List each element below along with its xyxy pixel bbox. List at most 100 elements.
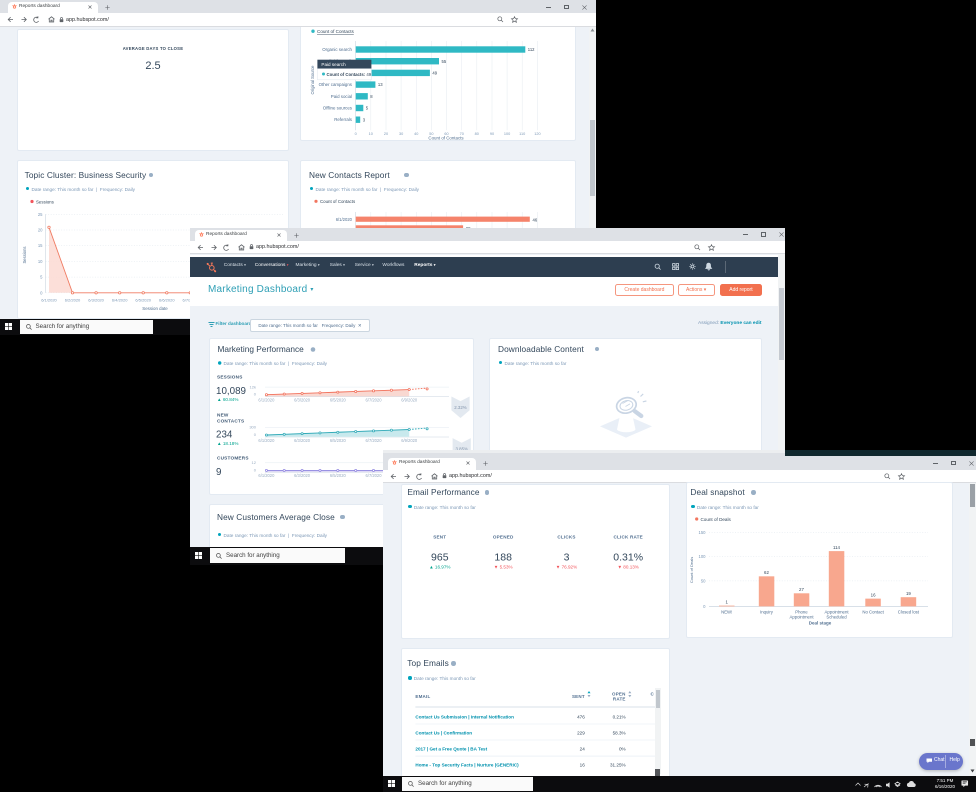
svg-text:90: 90 (490, 131, 494, 135)
svg-text:6/4/2020: 6/4/2020 (112, 298, 128, 303)
svg-text:0: 0 (253, 432, 256, 437)
svg-text:6/5/2020: 6/5/2020 (329, 397, 346, 402)
svg-text:CUSTOMERS: CUSTOMERS (217, 455, 249, 460)
svg-text:Count of Contacts: Count of Contacts (320, 199, 356, 204)
svg-text:Count of Contacts: Count of Contacts (428, 135, 464, 140)
svg-text:31.25%: 31.25% (610, 763, 626, 768)
svg-text:6/5/2020: 6/5/2020 (329, 437, 346, 442)
svg-text:10,089: 10,089 (216, 385, 246, 396)
svg-text:80: 80 (475, 131, 479, 135)
svg-text:100: 100 (698, 555, 706, 560)
svg-text:0: 0 (355, 131, 357, 135)
svg-text:6/7/2020: 6/7/2020 (365, 437, 382, 442)
svg-text:Original Source: Original Source (310, 64, 315, 94)
svg-text:50: 50 (429, 131, 433, 135)
svg-text:C: C (651, 692, 655, 697)
svg-text:Count of Deals: Count of Deals (689, 557, 694, 583)
svg-text:2.32%: 2.32% (454, 404, 467, 409)
svg-text:Deal stage: Deal stage (808, 621, 831, 626)
svg-text:100: 100 (504, 131, 510, 135)
svg-text:6/1/2020: 6/1/2020 (258, 473, 275, 478)
svg-text:60: 60 (444, 131, 448, 135)
svg-text:16: 16 (580, 763, 586, 768)
svg-text:229: 229 (577, 731, 585, 736)
svg-text:188: 188 (494, 552, 512, 564)
svg-text:Count of Contacts: 49: Count of Contacts: 49 (327, 71, 372, 76)
svg-text:5: 5 (366, 105, 369, 110)
svg-text:6/1/2020: 6/1/2020 (41, 298, 57, 303)
svg-text:114: 114 (833, 545, 841, 550)
svg-text:1: 1 (725, 600, 728, 605)
svg-text:120: 120 (534, 131, 540, 135)
svg-text:6/1/2020: 6/1/2020 (258, 397, 275, 402)
svg-text:Referrals: Referrals (334, 117, 353, 122)
svg-text:6/7/2020: 6/7/2020 (365, 473, 382, 478)
svg-text:6/2/2020: 6/2/2020 (65, 298, 81, 303)
svg-text:Organic search: Organic search (322, 47, 352, 52)
svg-text:6/5/2020: 6/5/2020 (329, 473, 346, 478)
svg-text:Contact Us Submission | Intern: Contact Us Submission | Internal Notific… (415, 714, 514, 719)
svg-text:Home - Top Security Facts | Nu: Home - Top Security Facts | Nurture (GEN… (415, 763, 519, 768)
svg-text:OPEN: OPEN (612, 692, 626, 697)
svg-text:▲ 60.84%: ▲ 60.84% (217, 397, 238, 402)
svg-text:6/3/2020: 6/3/2020 (294, 437, 311, 442)
svg-text:Appointment: Appointment (789, 615, 814, 620)
svg-text:110: 110 (519, 131, 525, 135)
svg-text:13: 13 (378, 82, 383, 87)
svg-text:Contact Us | Confirmation: Contact Us | Confirmation (415, 731, 472, 736)
svg-text:Phone: Phone (795, 610, 808, 615)
svg-text:24: 24 (580, 747, 586, 752)
svg-text:46: 46 (533, 218, 538, 223)
svg-text:SENT: SENT (433, 535, 446, 540)
svg-text:476: 476 (577, 714, 585, 719)
svg-text:16: 16 (870, 593, 875, 598)
svg-text:6/3/2020: 6/3/2020 (294, 397, 311, 402)
svg-text:55: 55 (442, 58, 447, 63)
svg-text:▼ 5.53%: ▼ 5.53% (494, 565, 513, 570)
svg-text:19: 19 (905, 591, 910, 596)
svg-text:15: 15 (38, 243, 43, 248)
svg-text:Other campaigns: Other campaigns (319, 82, 353, 87)
svg-text:▲ 18.18%: ▲ 18.18% (217, 440, 238, 445)
svg-text:Sessions: Sessions (22, 247, 27, 264)
svg-text:70: 70 (460, 131, 464, 135)
svg-text:3: 3 (363, 117, 366, 122)
svg-text:Count of Contacts: Count of Contacts (317, 29, 354, 34)
svg-text:Scheduled: Scheduled (826, 615, 847, 620)
svg-text:8: 8 (370, 93, 373, 98)
svg-text:6/6/2020: 6/6/2020 (159, 298, 175, 303)
svg-text:300: 300 (249, 424, 256, 429)
svg-text:SENT: SENT (572, 694, 585, 699)
svg-text:27: 27 (799, 587, 804, 592)
svg-text:25: 25 (38, 212, 43, 217)
svg-text:6/5/2020: 6/5/2020 (135, 298, 151, 303)
svg-text:10: 10 (369, 131, 373, 135)
svg-text:SESSIONS: SESSIONS (217, 374, 243, 379)
svg-text:EMAIL: EMAIL (415, 694, 430, 699)
svg-text:OPENED: OPENED (493, 535, 514, 540)
svg-text:▲ 16.97%: ▲ 16.97% (429, 565, 450, 570)
svg-text:40: 40 (414, 131, 418, 135)
svg-text:0: 0 (253, 467, 256, 472)
svg-text:0.31%: 0.31% (613, 552, 643, 564)
svg-text:Date range: This month so far: Date range: This month so far | Frequenc… (223, 360, 327, 365)
svg-text:Appointment: Appointment (824, 610, 849, 615)
svg-text:Closed lost: Closed lost (897, 610, 919, 615)
svg-text:5: 5 (40, 275, 43, 280)
svg-text:0: 0 (40, 290, 43, 295)
svg-text:6/7/2020: 6/7/2020 (365, 397, 382, 402)
svg-text:9: 9 (216, 466, 221, 477)
svg-text:NEW: NEW (217, 412, 229, 417)
svg-text:6/3/2020: 6/3/2020 (294, 473, 311, 478)
svg-text:6/9/2020: 6/9/2020 (401, 437, 418, 442)
svg-text:0: 0 (253, 391, 256, 396)
svg-text:6/1/2020: 6/1/2020 (258, 437, 275, 442)
svg-text:150: 150 (698, 530, 706, 535)
svg-text:12k: 12k (249, 384, 255, 389)
svg-text:RATE: RATE (613, 697, 626, 702)
svg-text:3.85%: 3.85% (455, 446, 468, 451)
svg-text:▼ 76.92%: ▼ 76.92% (556, 565, 577, 570)
svg-text:112: 112 (528, 47, 535, 52)
svg-text:Offline sources: Offline sources (323, 105, 353, 110)
svg-text:▼ 80.13%: ▼ 80.13% (617, 565, 638, 570)
